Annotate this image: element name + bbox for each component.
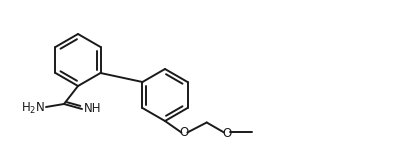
Text: O: O (222, 127, 231, 140)
Text: H$_2$N: H$_2$N (21, 100, 45, 115)
Text: O: O (179, 126, 189, 139)
Text: NH: NH (84, 102, 101, 115)
